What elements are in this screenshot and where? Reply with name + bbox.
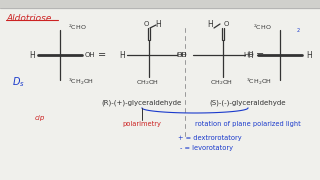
Text: =: = [256,50,264,60]
Text: H: H [306,51,312,60]
Text: (R)-(+)-glyceraldehyde: (R)-(+)-glyceraldehyde [102,100,182,106]
Text: O: O [143,21,149,27]
Text: - = levorotatory: - = levorotatory [180,145,234,151]
Text: $^3$CH$_2$OH: $^3$CH$_2$OH [246,77,272,87]
Text: OH: OH [177,52,187,58]
Text: H: H [155,19,161,28]
Text: H: H [119,51,125,60]
Text: 2: 2 [296,28,300,33]
Text: cip: cip [35,115,45,121]
Text: HO: HO [244,52,254,58]
Text: H: H [29,51,35,60]
Text: $^2$CHO: $^2$CHO [253,22,272,32]
Text: HO: HO [176,52,187,58]
Text: H: H [247,51,253,60]
Text: $^2$CHO: $^2$CHO [68,22,87,32]
Text: rotation of plane polarized light: rotation of plane polarized light [195,121,301,127]
Text: O: O [223,21,229,27]
Bar [0,0,320,8]
Text: polarimetry: polarimetry [123,121,161,127]
Text: =: = [98,50,106,60]
Text: H: H [207,19,213,28]
Text: CH$_2$OH: CH$_2$OH [211,78,234,87]
Text: (S)-(-)-glyceraldehyde: (S)-(-)-glyceraldehyde [210,100,286,106]
Text: + = dextrorotatory: + = dextrorotatory [178,135,242,141]
Text: CH$_2$OH: CH$_2$OH [136,78,160,87]
Text: Aldotriose: Aldotriose [6,14,52,22]
Text: $^3$CH$_2$OH: $^3$CH$_2$OH [68,77,94,87]
Text: OH: OH [85,52,96,58]
Text: $\mathit{D}_s$: $\mathit{D}_s$ [12,75,24,89]
